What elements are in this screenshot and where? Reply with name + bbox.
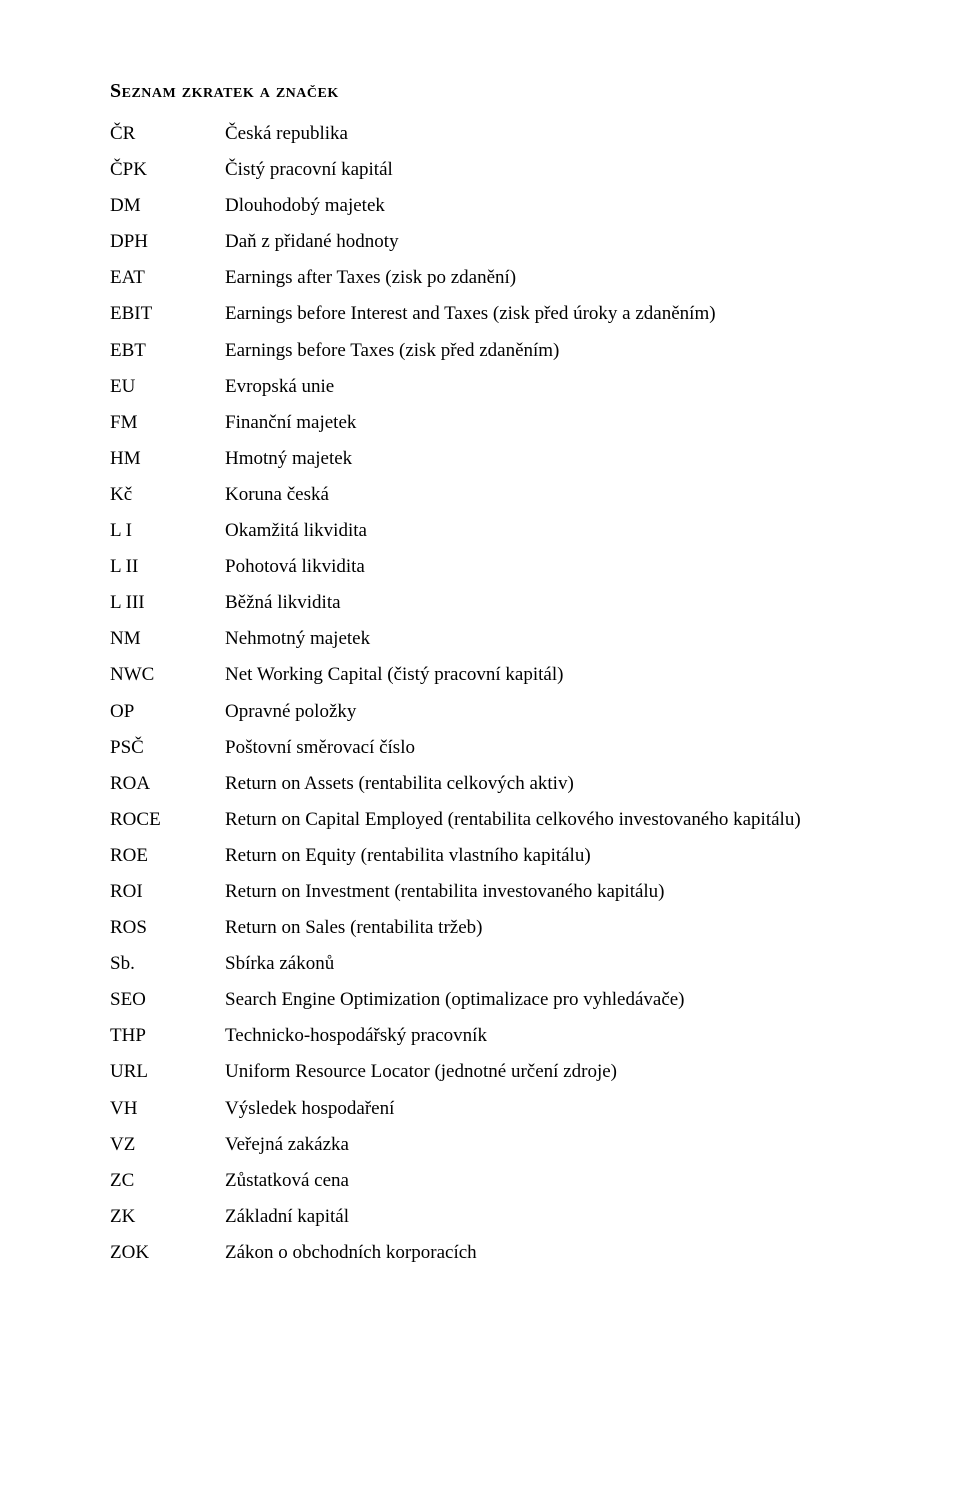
abbr-definition: Return on Equity (rentabilita vlastního … (225, 838, 860, 874)
abbr-row: Sb.Sbírka zákonů (110, 946, 860, 982)
abbr-definition: Return on Capital Employed (rentabilita … (225, 802, 860, 838)
abbr-definition: Česká republika (225, 116, 860, 152)
abbr-row: ZOKZákon o obchodních korporacích (110, 1235, 860, 1271)
abbr-term: DM (110, 188, 225, 224)
abbr-row: EATEarnings after Taxes (zisk po zdanění… (110, 260, 860, 296)
abbr-term: ROA (110, 766, 225, 802)
abbr-term: DPH (110, 224, 225, 260)
abbr-term: VZ (110, 1127, 225, 1163)
abbr-row: VZVeřejná zakázka (110, 1127, 860, 1163)
abbr-row: ROAReturn on Assets (rentabilita celkový… (110, 766, 860, 802)
abbr-row: ZCZůstatková cena (110, 1163, 860, 1199)
abbr-definition: Earnings before Taxes (zisk před zdanění… (225, 333, 860, 369)
abbr-row: VHVýsledek hospodaření (110, 1091, 860, 1127)
abbr-term: HM (110, 441, 225, 477)
abbr-definition: Nehmotný majetek (225, 621, 860, 657)
abbr-definition: Net Working Capital (čistý pracovní kapi… (225, 657, 860, 693)
abbr-definition: Pohotová likvidita (225, 549, 860, 585)
abbr-definition: Daň z přidané hodnoty (225, 224, 860, 260)
abbr-definition: Zůstatková cena (225, 1163, 860, 1199)
abbr-row: EBTEarnings before Taxes (zisk před zdan… (110, 333, 860, 369)
abbr-definition: Čistý pracovní kapitál (225, 152, 860, 188)
abbr-term: FM (110, 405, 225, 441)
abbr-definition: Zákon o obchodních korporacích (225, 1235, 860, 1271)
abbr-row: ROIReturn on Investment (rentabilita inv… (110, 874, 860, 910)
abbr-term: EAT (110, 260, 225, 296)
abbr-definition: Základní kapitál (225, 1199, 860, 1235)
abbr-term: ROI (110, 874, 225, 910)
abbr-definition: Technicko-hospodářský pracovník (225, 1018, 860, 1054)
abbr-term: ROCE (110, 802, 225, 838)
abbr-definition: Return on Assets (rentabilita celkových … (225, 766, 860, 802)
abbr-row: OPOpravné položky (110, 694, 860, 730)
abbr-row: SEOSearch Engine Optimization (optimaliz… (110, 982, 860, 1018)
abbr-term: ZK (110, 1199, 225, 1235)
abbr-row: DMDlouhodobý majetek (110, 188, 860, 224)
abbr-list: ČRČeská republikaČPKČistý pracovní kapit… (110, 116, 860, 1271)
abbr-row: L IIPohotová likvidita (110, 549, 860, 585)
abbr-definition: Výsledek hospodaření (225, 1091, 860, 1127)
abbr-term: THP (110, 1018, 225, 1054)
abbr-term: URL (110, 1054, 225, 1090)
abbr-term: PSČ (110, 730, 225, 766)
abbr-row: ROCEReturn on Capital Employed (rentabil… (110, 802, 860, 838)
abbr-term: SEO (110, 982, 225, 1018)
abbr-definition: Okamžitá likvidita (225, 513, 860, 549)
abbr-definition: Uniform Resource Locator (jednotné určen… (225, 1054, 860, 1090)
abbr-row: NWCNet Working Capital (čistý pracovní k… (110, 657, 860, 693)
abbr-term: L III (110, 585, 225, 621)
abbr-term: VH (110, 1091, 225, 1127)
abbr-term: Kč (110, 477, 225, 513)
abbr-term: Sb. (110, 946, 225, 982)
abbr-row: ZKZákladní kapitál (110, 1199, 860, 1235)
abbr-row: ROSReturn on Sales (rentabilita tržeb) (110, 910, 860, 946)
abbr-definition: Běžná likvidita (225, 585, 860, 621)
abbr-definition: Veřejná zakázka (225, 1127, 860, 1163)
abbr-term: EU (110, 369, 225, 405)
abbr-term: OP (110, 694, 225, 730)
abbr-term: ZOK (110, 1235, 225, 1271)
abbr-row: ROEReturn on Equity (rentabilita vlastní… (110, 838, 860, 874)
abbr-row: PSČPoštovní směrovací číslo (110, 730, 860, 766)
abbr-row: HMHmotný majetek (110, 441, 860, 477)
abbr-row: URLUniform Resource Locator (jednotné ur… (110, 1054, 860, 1090)
abbr-row: DPHDaň z přidané hodnoty (110, 224, 860, 260)
abbr-row: NMNehmotný majetek (110, 621, 860, 657)
abbr-definition: Koruna česká (225, 477, 860, 513)
abbr-row: KčKoruna česká (110, 477, 860, 513)
abbr-row: EUEvropská unie (110, 369, 860, 405)
abbr-term: EBIT (110, 296, 225, 332)
abbr-term: NM (110, 621, 225, 657)
abbr-row: FMFinanční majetek (110, 405, 860, 441)
abbr-term: NWC (110, 657, 225, 693)
abbr-definition: Poštovní směrovací číslo (225, 730, 860, 766)
page-title: Seznam zkratek a značek (110, 72, 860, 110)
abbr-definition: Dlouhodobý majetek (225, 188, 860, 224)
abbr-row: THPTechnicko-hospodářský pracovník (110, 1018, 860, 1054)
abbr-term: L I (110, 513, 225, 549)
abbr-definition: Opravné položky (225, 694, 860, 730)
abbr-definition: Hmotný majetek (225, 441, 860, 477)
abbr-definition: Return on Sales (rentabilita tržeb) (225, 910, 860, 946)
abbr-definition: Earnings before Interest and Taxes (zisk… (225, 296, 860, 332)
abbr-definition: Sbírka zákonů (225, 946, 860, 982)
abbr-term: ČPK (110, 152, 225, 188)
abbr-term: ČR (110, 116, 225, 152)
abbr-term: EBT (110, 333, 225, 369)
abbr-definition: Evropská unie (225, 369, 860, 405)
abbr-row: L IOkamžitá likvidita (110, 513, 860, 549)
abbr-row: ČPKČistý pracovní kapitál (110, 152, 860, 188)
abbr-term: ZC (110, 1163, 225, 1199)
abbr-term: ROE (110, 838, 225, 874)
abbr-definition: Search Engine Optimization (optimalizace… (225, 982, 860, 1018)
abbr-definition: Earnings after Taxes (zisk po zdanění) (225, 260, 860, 296)
abbr-term: L II (110, 549, 225, 585)
abbr-row: ČRČeská republika (110, 116, 860, 152)
abbr-definition: Finanční majetek (225, 405, 860, 441)
abbr-term: ROS (110, 910, 225, 946)
abbr-row: L IIIBěžná likvidita (110, 585, 860, 621)
document-page: Seznam zkratek a značek ČRČeská republik… (0, 0, 960, 1497)
abbr-definition: Return on Investment (rentabilita invest… (225, 874, 860, 910)
abbr-row: EBITEarnings before Interest and Taxes (… (110, 296, 860, 332)
